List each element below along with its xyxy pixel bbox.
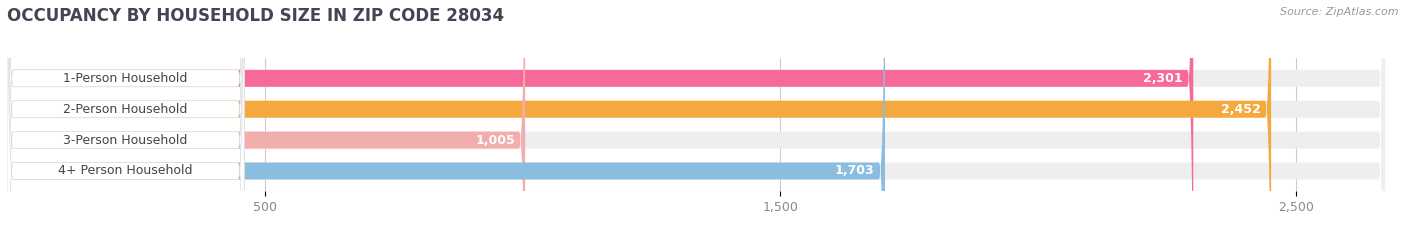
Text: 2,452: 2,452	[1220, 103, 1261, 116]
FancyBboxPatch shape	[7, 0, 526, 233]
Text: 4+ Person Household: 4+ Person Household	[59, 164, 193, 178]
FancyBboxPatch shape	[7, 0, 245, 233]
FancyBboxPatch shape	[7, 0, 1194, 233]
Text: Source: ZipAtlas.com: Source: ZipAtlas.com	[1281, 7, 1399, 17]
FancyBboxPatch shape	[7, 0, 245, 233]
FancyBboxPatch shape	[7, 0, 245, 233]
FancyBboxPatch shape	[7, 0, 884, 233]
FancyBboxPatch shape	[7, 0, 1385, 233]
Text: OCCUPANCY BY HOUSEHOLD SIZE IN ZIP CODE 28034: OCCUPANCY BY HOUSEHOLD SIZE IN ZIP CODE …	[7, 7, 505, 25]
Text: 1,703: 1,703	[835, 164, 875, 178]
Text: 2,301: 2,301	[1143, 72, 1182, 85]
FancyBboxPatch shape	[7, 0, 1271, 233]
Text: 1,005: 1,005	[475, 134, 515, 147]
FancyBboxPatch shape	[7, 0, 245, 233]
Text: 2-Person Household: 2-Person Household	[63, 103, 188, 116]
Text: 3-Person Household: 3-Person Household	[63, 134, 188, 147]
FancyBboxPatch shape	[7, 0, 1385, 233]
FancyBboxPatch shape	[7, 0, 1385, 233]
FancyBboxPatch shape	[7, 0, 1385, 233]
Text: 1-Person Household: 1-Person Household	[63, 72, 188, 85]
